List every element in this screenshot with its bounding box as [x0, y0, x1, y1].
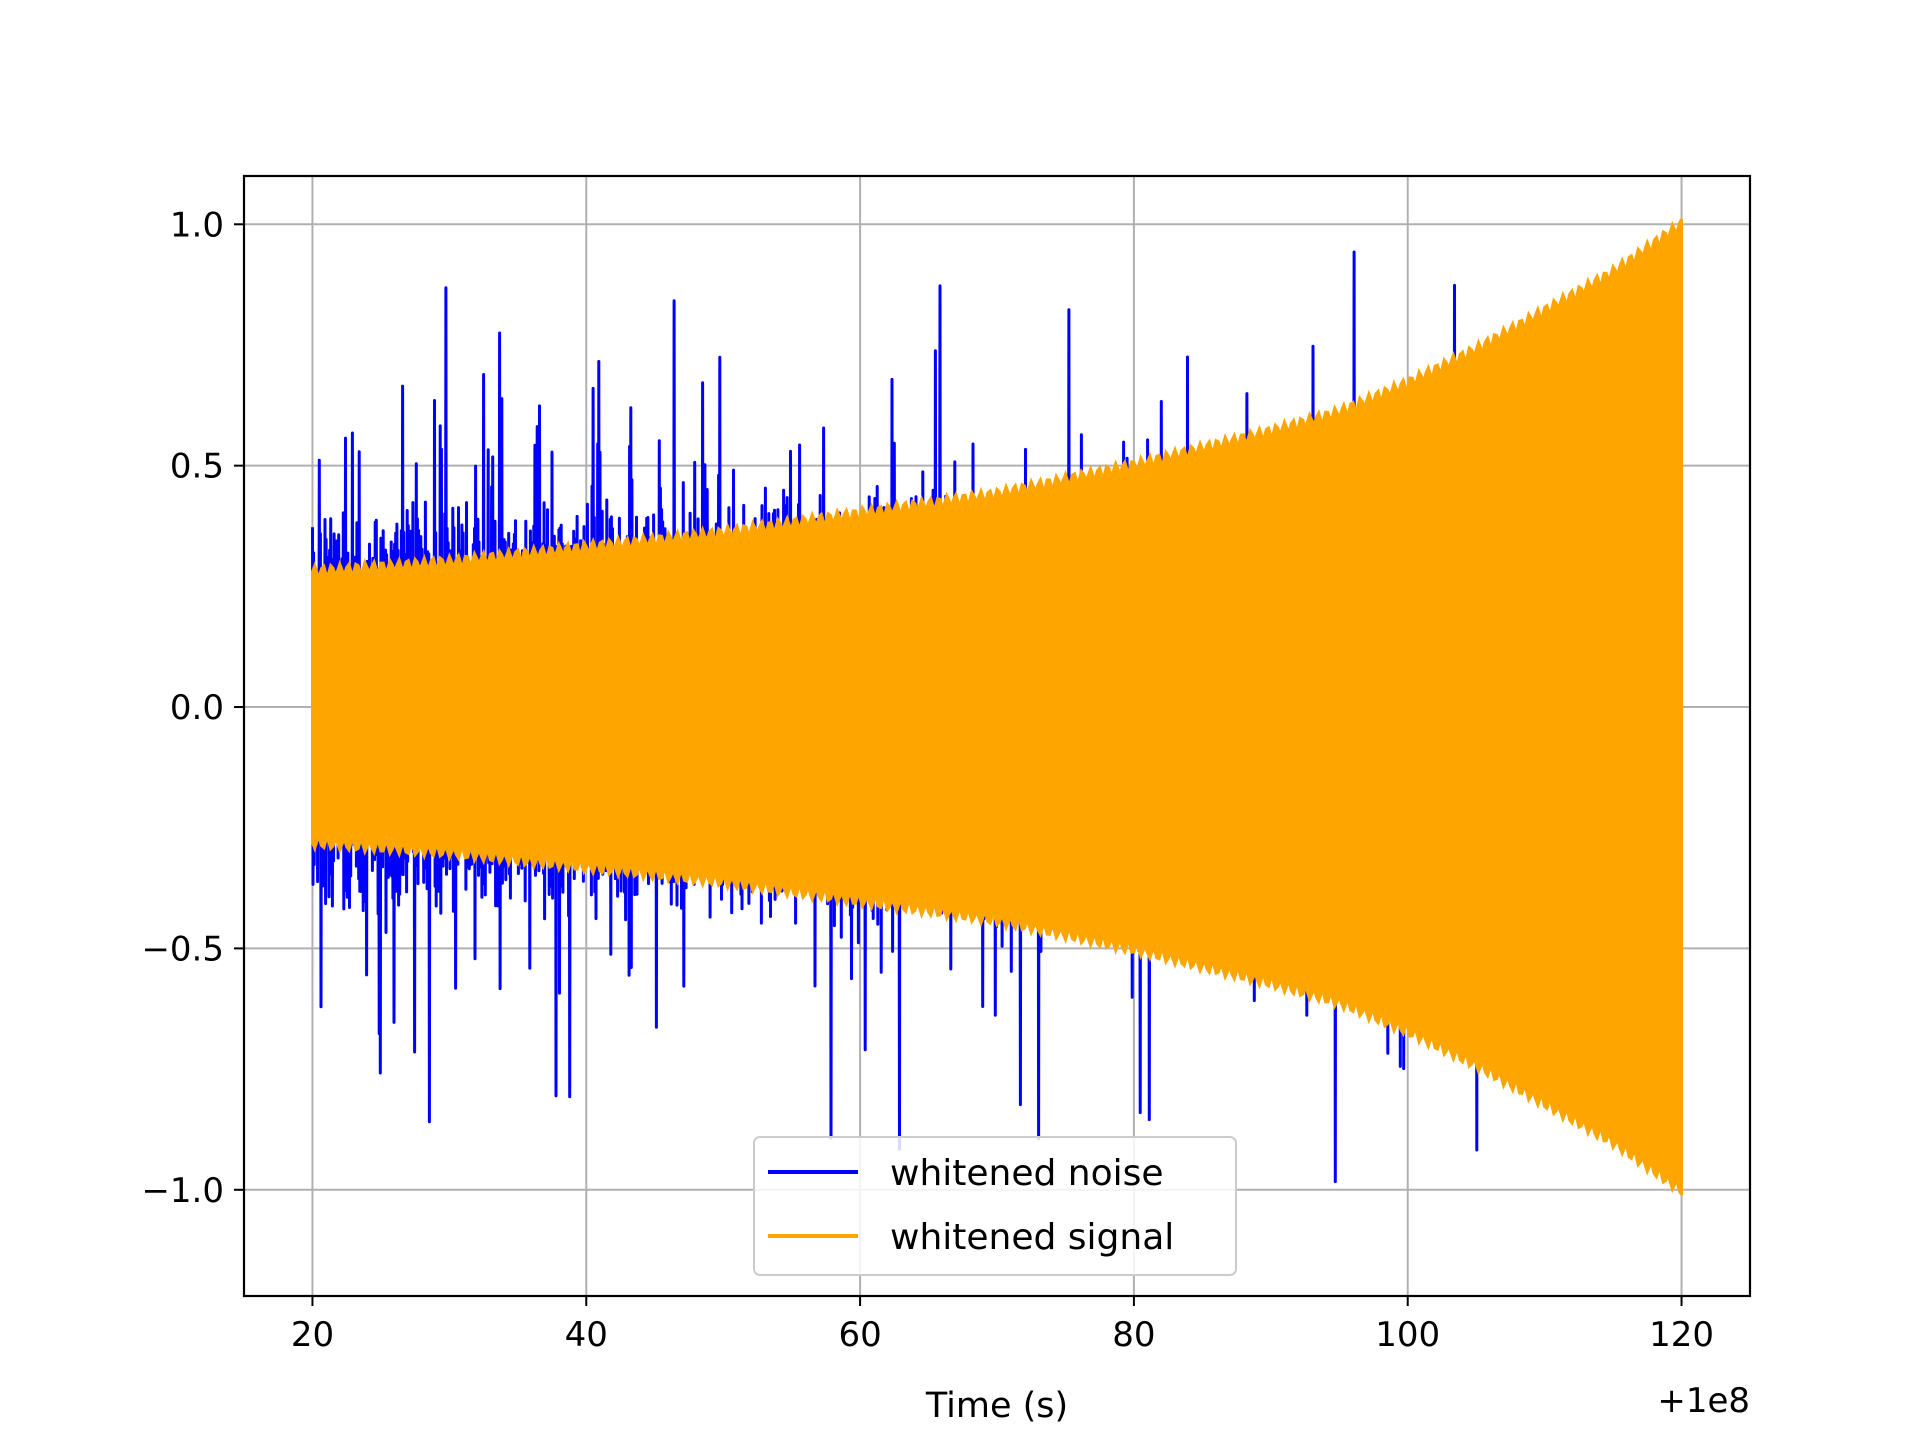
x-tick-label: 80 — [1112, 1315, 1155, 1355]
legend: whitened noise whitened signal — [753, 1136, 1237, 1276]
x-tick-label: 20 — [291, 1315, 334, 1355]
plot-area — [311, 218, 1683, 1196]
y-tick-label: 0.0 — [170, 688, 224, 728]
legend-label-noise: whitened noise — [890, 1153, 1164, 1194]
axes-frame — [242, 174, 1752, 1298]
legend-box — [753, 1136, 1237, 1276]
series-area-whitened-signal — [311, 218, 1683, 1196]
y-tick-label: −1.0 — [141, 1171, 224, 1211]
x-tick-label: 60 — [838, 1315, 881, 1355]
x-tick-label: 100 — [1375, 1315, 1440, 1355]
legend-label-signal: whitened signal — [890, 1217, 1174, 1258]
x-offset-label: +1e8 — [1657, 1381, 1750, 1421]
x-tick-label: 40 — [565, 1315, 608, 1355]
ticks: 20 40 60 80 100 120 1.0 0.5 0.0 −0.5 −1.0 — [141, 205, 1714, 1355]
y-tick-label: −0.5 — [141, 929, 224, 969]
x-tick-label: 120 — [1649, 1315, 1714, 1355]
x-axis-label: Time (s) — [925, 1386, 1068, 1426]
y-tick-label: 1.0 — [170, 205, 224, 245]
y-tick-label: 0.5 — [170, 447, 224, 487]
